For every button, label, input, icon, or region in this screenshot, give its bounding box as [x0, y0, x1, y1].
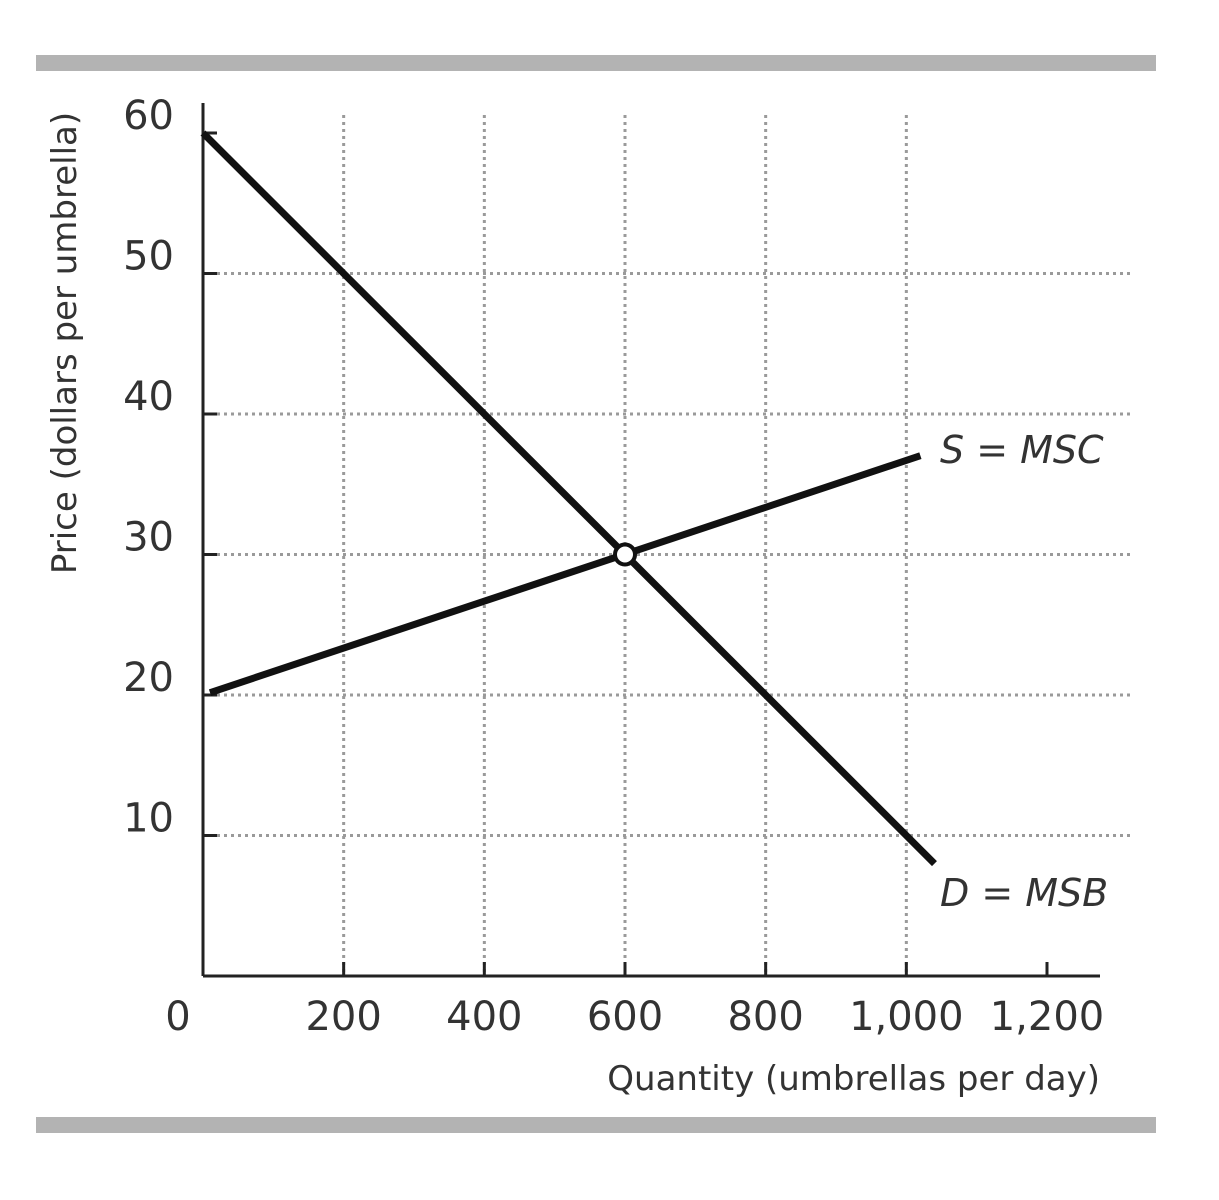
supply-line: [208, 452, 922, 696]
y-tick-label-10: 10: [123, 796, 174, 842]
demand-label: D = MSB: [940, 871, 1108, 915]
series: [200, 130, 937, 867]
x-tick-label-400: 400: [446, 994, 522, 1040]
supply-label: S = MSC: [940, 428, 1104, 472]
demand-line: [200, 130, 937, 867]
x-tick-label-600: 600: [587, 994, 663, 1040]
y-tick-label-30: 30: [123, 515, 174, 561]
origin-label: 0: [165, 994, 190, 1040]
x-tick-label-1200: 1,200: [990, 994, 1105, 1040]
axes: [201, 103, 1100, 978]
series-labels: S = MSC D = MSB: [940, 428, 1108, 915]
y-tick-label-50: 50: [123, 234, 174, 280]
bottom-rule: [36, 1117, 1156, 1133]
x-tick-label-1000: 1,000: [849, 994, 964, 1040]
y-tick-label-60: 60: [123, 93, 174, 139]
y-tick-label-40: 40: [123, 374, 174, 420]
y-tick-label-20: 20: [123, 655, 174, 701]
x-tick-label-800: 800: [727, 994, 803, 1040]
top-rule: [36, 55, 1156, 71]
equilibrium-point: [613, 542, 637, 567]
y-axis-title: Price (dollars per umbrella): [45, 112, 85, 574]
grid: [203, 115, 1130, 976]
x-axis-title: Quantity (umbrellas per day): [607, 1059, 1100, 1099]
x-tick-label-200: 200: [305, 994, 381, 1040]
